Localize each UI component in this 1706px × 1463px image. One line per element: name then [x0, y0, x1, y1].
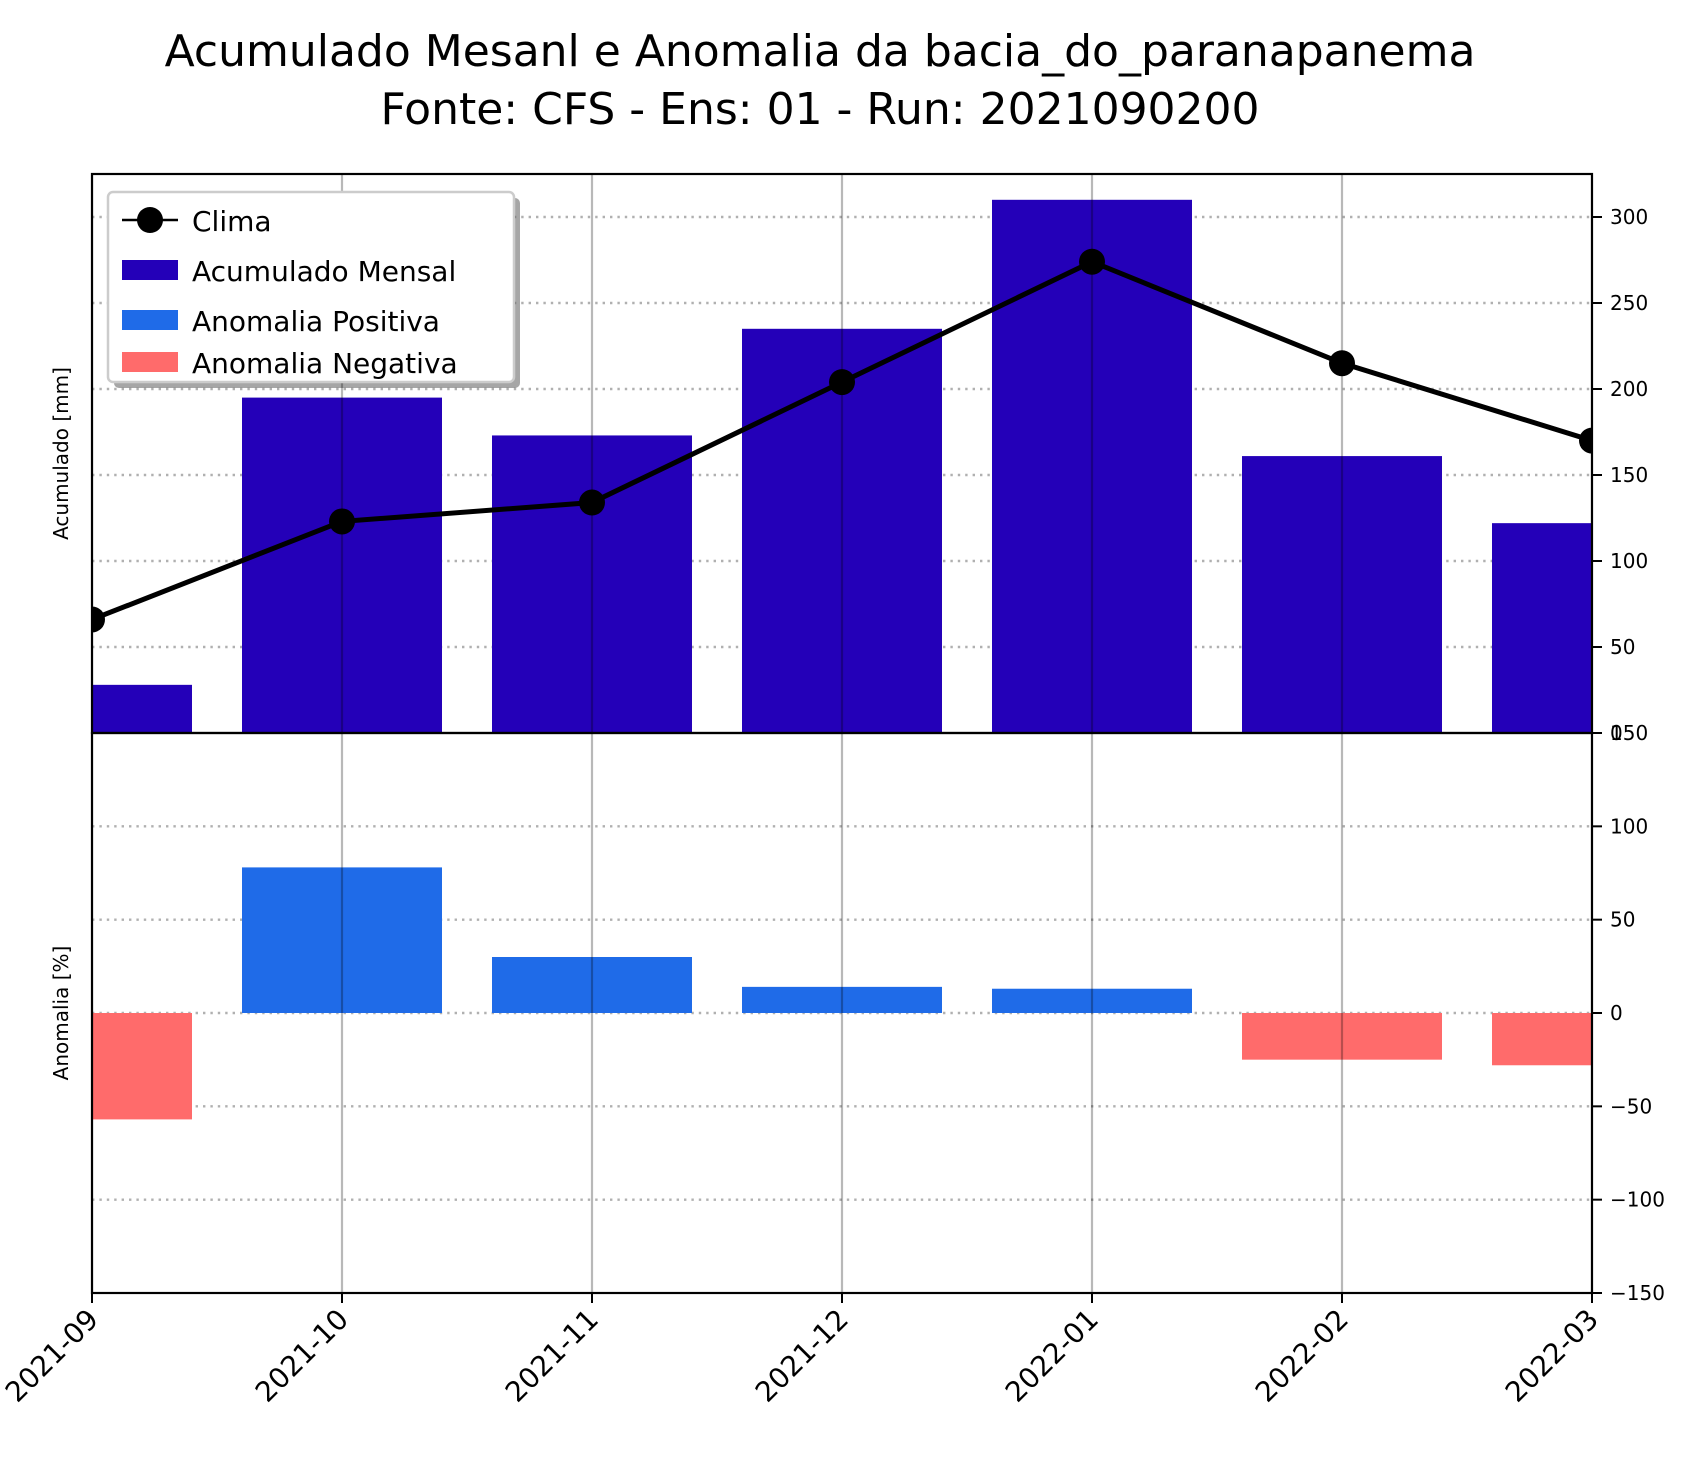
top-panel-plot [92, 174, 1592, 733]
top-ytick-label: 200 [1610, 377, 1648, 401]
acumulado-bar [492, 435, 692, 733]
top-ytick-label: 100 [1610, 549, 1648, 573]
clima-point [329, 508, 355, 535]
legend-positiva-swatch [122, 310, 178, 330]
anomalia-positiva-bar [492, 957, 692, 1013]
bottom-ytick-label: −150 [1610, 1281, 1665, 1305]
anomalia-positiva-bar [992, 988, 1192, 1013]
xtick-label: 2022-02 [1249, 1303, 1355, 1409]
legend-positiva-label: Anomalia Positiva [192, 305, 440, 338]
bottom-ytick-label: 100 [1610, 814, 1648, 838]
chart-title: Acumulado Mesanl e Anomalia da bacia_do_… [164, 26, 1476, 77]
legend-acumulado-label: Acumulado Mensal [192, 255, 456, 288]
clima-point [92, 606, 105, 633]
legend-box [106, 190, 516, 384]
chart-subtitle: Fonte: CFS - Ens: 01 - Run: 2021090200 [380, 84, 1260, 135]
clima-point [829, 369, 855, 396]
bottom-ylabel: Anomalia [%] [49, 946, 73, 1081]
anomalia-negativa-bar [1492, 1013, 1592, 1066]
clima-point [579, 489, 605, 516]
acumulado-bar [1242, 456, 1442, 733]
top-ytick-label: 300 [1610, 205, 1648, 229]
anomalia-negativa-bar [92, 1013, 192, 1120]
top-ytick-label: 150 [1610, 463, 1648, 487]
clima-point [1079, 248, 1105, 275]
clima-point [1579, 427, 1592, 454]
acumulado-bar [92, 684, 192, 733]
top-ytick-label: 250 [1610, 291, 1648, 315]
xtick-label: 2021-09 [0, 1303, 105, 1409]
acumulado-bar [1492, 523, 1592, 733]
clima-point [1329, 350, 1355, 377]
legend-clima-marker [137, 207, 163, 233]
acumulado-bar [242, 397, 442, 733]
anomalia-negativa-bar [1242, 1013, 1442, 1060]
bottom-ytick-label: 0 [1610, 1001, 1623, 1025]
bottom-panel-plot [92, 733, 1592, 1293]
bottom-ytick-label: 150 [1610, 721, 1648, 745]
legend-negativa-swatch [122, 352, 178, 372]
xtick-label: 2021-10 [249, 1303, 355, 1409]
xtick-label: 2021-11 [499, 1303, 605, 1409]
top-ytick-label: 0 [1610, 721, 1623, 745]
top-ylabel: Acumulado [mm] [49, 367, 73, 540]
anomalia-positiva-bar [742, 986, 942, 1013]
anomalia-positiva-bar [242, 867, 442, 1013]
legend-acumulado-swatch [122, 260, 178, 280]
bottom-ytick-label: 50 [1610, 908, 1635, 932]
acumulado-bar [742, 328, 942, 733]
legend-clima-label: Clima [192, 205, 272, 238]
xtick-label: 2022-01 [999, 1303, 1105, 1409]
bottom-ytick-label: −50 [1610, 1094, 1652, 1118]
bottom-ytick-label: −100 [1610, 1188, 1665, 1212]
xtick-label: 2021-12 [749, 1303, 855, 1409]
xtick-label: 2022-03 [1499, 1303, 1605, 1409]
legend-negativa-label: Anomalia Negativa [192, 347, 458, 380]
top-ytick-label: 50 [1610, 635, 1635, 659]
